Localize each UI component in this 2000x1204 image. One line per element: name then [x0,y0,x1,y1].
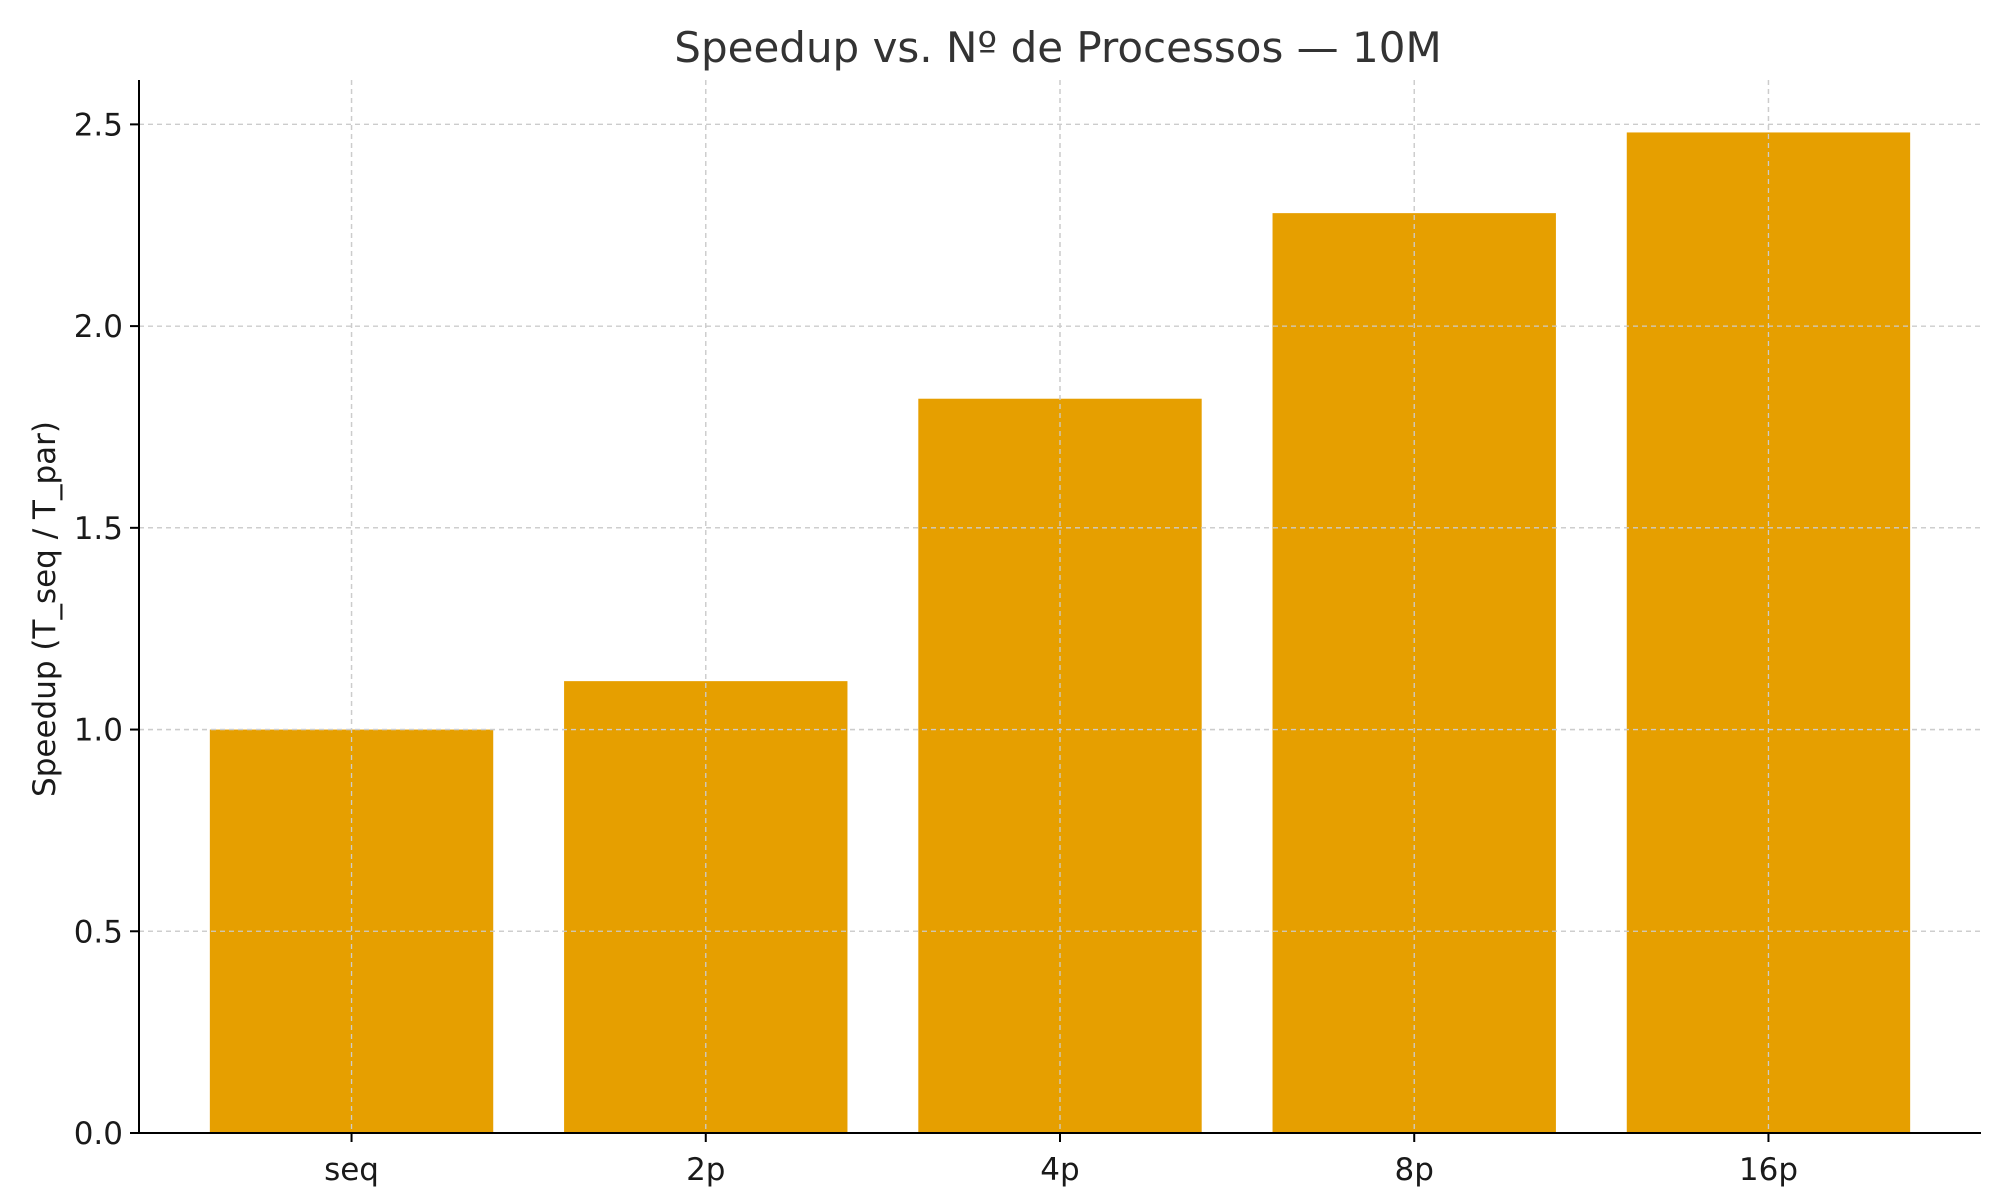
y-tick-label: 2.5 [74,107,123,143]
y-tick-label: 1.0 [74,713,123,749]
ticks-layer: 0.0 0.5 1.0 1.5 2.0 2.5 seq 2p 4p 8p 16p [74,107,1798,1188]
x-tick-label: seq [324,1152,379,1188]
y-tick-label: 1.5 [74,511,123,547]
x-tick-label: 16p [1739,1152,1798,1188]
x-tick-label: 2p [686,1152,725,1188]
bar-8p [1272,213,1556,1133]
bars-layer [139,80,1981,1134]
y-axis-label: Speedup (T_seq / T_par) [27,421,63,797]
y-tick-label: 0.0 [74,1116,123,1152]
chart-title: Speedup vs. Nº de Processos — 10M [674,23,1441,72]
x-tick-label: 4p [1040,1152,1079,1188]
y-tick-label: 0.5 [74,914,123,950]
y-tick-label: 2.0 [74,309,123,345]
x-tick-label: 8p [1395,1152,1434,1188]
